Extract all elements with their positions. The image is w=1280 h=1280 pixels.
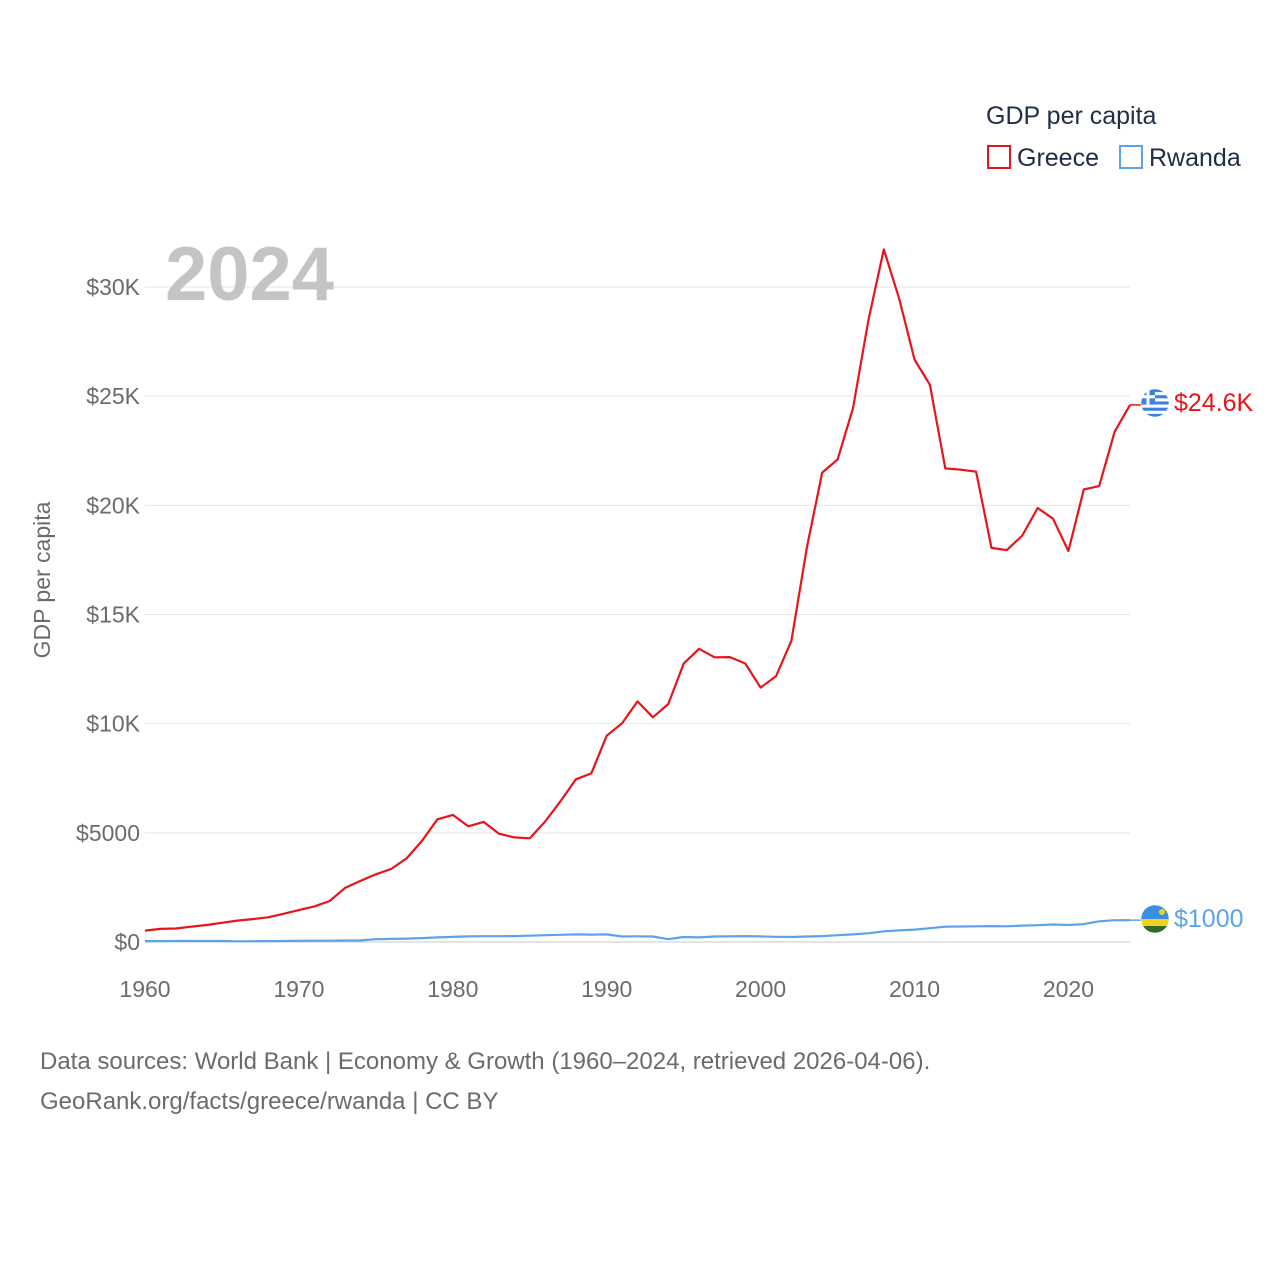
grid-lines: [145, 286, 1130, 943]
series-line-greece[interactable]: [144, 248, 1131, 932]
y-tick-label: $0: [114, 929, 140, 955]
legend-item-greece[interactable]: Greece: [987, 144, 1099, 172]
x-tick-label: 2010: [889, 976, 940, 1002]
x-tick-label: 1990: [581, 976, 632, 1002]
greece-flag-icon: [1140, 388, 1170, 418]
legend-label-rwanda: Rwanda: [1149, 144, 1241, 172]
year-watermark: 2024: [165, 232, 334, 317]
x-tick-label: 1980: [427, 976, 478, 1002]
footer-link[interactable]: GeoRank.org/facts/greece/rwanda | CC BY: [40, 1088, 499, 1115]
legend-item-rwanda[interactable]: Rwanda: [1119, 144, 1241, 172]
gdp-line-chart: 2024 GDP per capita $0$5000$10K$15K$20K$…: [29, 102, 1254, 1002]
y-tick-label: $30K: [86, 274, 140, 300]
legend-title: GDP per capita: [986, 102, 1157, 130]
x-tick-label: 1960: [119, 976, 170, 1002]
end-label-greece: $24.6K: [1174, 389, 1254, 417]
series-end-labels: $24.6K $1000: [1130, 388, 1254, 934]
series-lines: [144, 248, 1131, 943]
x-axis-ticks: 1960 1970 1980 1990 2000 2010 2020: [119, 976, 1094, 1002]
x-tick-label: 2000: [735, 976, 786, 1002]
end-label-rwanda: $1000: [1174, 905, 1244, 933]
y-tick-label: $15K: [86, 602, 140, 628]
rwanda-flag-icon: [1140, 904, 1170, 934]
x-tick-label: 1970: [273, 976, 324, 1002]
y-axis-ticks: $0 $5000 $10K $15K $20K $25K $30K: [76, 274, 141, 955]
series-line-rwanda[interactable]: [145, 919, 1130, 943]
y-axis-label: GDP per capita: [29, 501, 55, 658]
footer-sources: Data sources: World Bank | Economy & Gro…: [40, 1048, 931, 1075]
legend-swatch-rwanda: [1119, 145, 1143, 169]
y-tick-label: $10K: [86, 711, 140, 737]
legend-swatch-greece: [987, 145, 1011, 169]
y-tick-label: $25K: [86, 383, 140, 409]
footer: Data sources: World Bank | Economy & Gro…: [40, 1042, 930, 1122]
y-tick-label: $5000: [76, 820, 140, 846]
legend-label-greece: Greece: [1017, 144, 1099, 172]
legend: GDP per capita Greece Rwanda: [986, 102, 1241, 172]
x-tick-label: 2020: [1043, 976, 1094, 1002]
y-tick-label: $20K: [86, 492, 140, 518]
